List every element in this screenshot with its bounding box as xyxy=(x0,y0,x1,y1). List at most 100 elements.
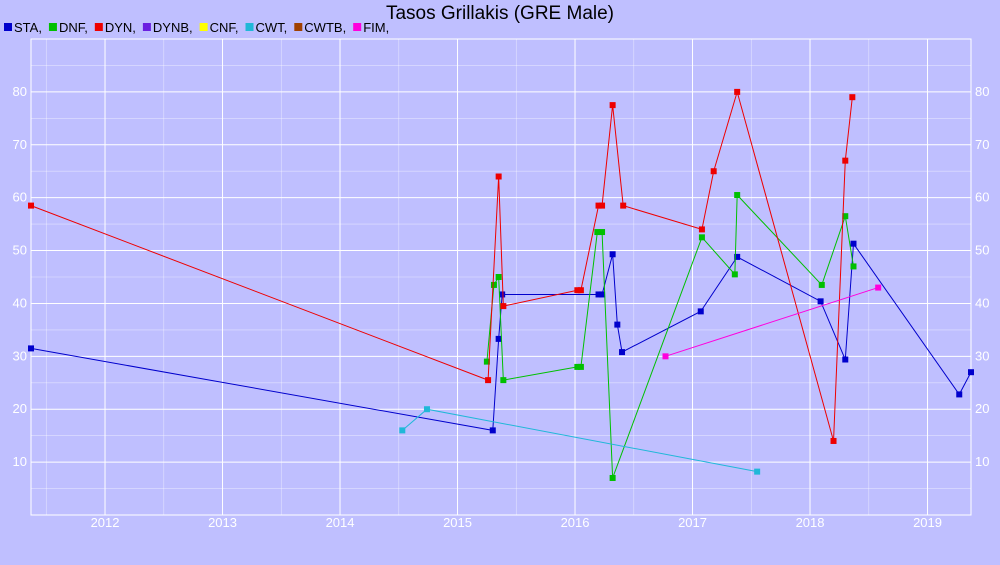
series-line xyxy=(30,90,853,442)
data-point xyxy=(495,274,502,280)
legend-swatch xyxy=(353,23,362,31)
x-tick-label: 2018 xyxy=(796,515,825,530)
data-point xyxy=(595,291,602,298)
data-point xyxy=(754,468,761,475)
x-tick-label: 2014 xyxy=(326,515,355,530)
y-tick-label-left: 10 xyxy=(13,454,27,469)
y-tick-label-left: 70 xyxy=(13,137,27,152)
x-tick-label: 2019 xyxy=(913,515,942,530)
x-tick-label: 2017 xyxy=(678,515,707,530)
series-dyn xyxy=(28,88,856,444)
data-point xyxy=(599,202,606,209)
data-point xyxy=(594,229,601,236)
data-point xyxy=(710,168,717,175)
data-point xyxy=(609,102,616,109)
legend-swatch xyxy=(94,23,103,31)
y-tick-label-left: 20 xyxy=(13,401,27,416)
legend-label: CNF, xyxy=(210,20,239,35)
data-point xyxy=(849,94,856,101)
x-tick-label: 2016 xyxy=(561,515,590,530)
legend-item: DNF, xyxy=(48,20,88,35)
legend-label: DYNB, xyxy=(153,20,193,35)
data-point xyxy=(698,226,705,233)
axes: 2012 2013 2014 2015 2016 2017 2018 2019 10 10 20 20… xyxy=(13,84,990,530)
legend-item: DYN, xyxy=(94,20,136,35)
data-point xyxy=(577,363,584,370)
data-point xyxy=(818,281,825,288)
data-point xyxy=(609,474,616,481)
legend-item: STA, xyxy=(4,20,42,35)
y-tick-label-right: 10 xyxy=(975,454,989,469)
legend-swatch xyxy=(199,23,208,31)
data-point xyxy=(968,369,974,376)
legend-label: FIM, xyxy=(363,20,389,35)
y-tick-label-left: 40 xyxy=(13,295,27,310)
data-point xyxy=(817,298,824,305)
data-point xyxy=(734,88,741,95)
legend-label: DNF, xyxy=(59,20,88,35)
data-point xyxy=(842,213,849,220)
legend: STA, DNF, DYN, DYNB, CNF, CWT, CWTB, FIM, xyxy=(4,20,389,35)
legend-item: CNF, xyxy=(199,20,239,35)
data-point xyxy=(495,335,502,342)
legend-swatch xyxy=(48,23,57,31)
x-tick-label: 2013 xyxy=(208,515,237,530)
data-point xyxy=(485,377,492,384)
legend-swatch xyxy=(294,23,303,31)
data-point xyxy=(614,321,621,328)
y-tick-label-right: 20 xyxy=(975,401,989,416)
data-point xyxy=(500,377,507,384)
legend-item: DYNB, xyxy=(142,20,193,35)
data-point xyxy=(662,353,669,360)
data-point xyxy=(599,291,606,298)
y-tick-label-left: 80 xyxy=(13,84,27,99)
y-tick-label-left: 30 xyxy=(13,348,27,363)
data-point xyxy=(734,253,741,260)
data-point xyxy=(850,263,857,270)
y-tick-label-left: 50 xyxy=(13,243,27,258)
data-point xyxy=(28,202,34,209)
legend-label: DYN, xyxy=(105,20,136,35)
legend-swatch xyxy=(4,23,12,31)
data-point xyxy=(734,192,741,199)
data-point xyxy=(830,437,837,444)
data-point xyxy=(574,363,581,370)
legend-item: CWTB, xyxy=(294,20,346,35)
y-tick-label-right: 30 xyxy=(975,348,989,363)
y-tick-label-right: 80 xyxy=(975,84,989,99)
legend-label: CWT, xyxy=(256,20,288,35)
series-cwt xyxy=(399,406,761,475)
data-point xyxy=(731,271,738,278)
series-line xyxy=(665,287,879,357)
data-point xyxy=(574,287,581,294)
data-point xyxy=(495,173,502,180)
data-point xyxy=(875,284,882,291)
legend-item: CWT, xyxy=(245,20,288,35)
data-point xyxy=(499,291,506,298)
data-point xyxy=(698,234,705,241)
data-point xyxy=(500,303,507,310)
data-point xyxy=(850,240,857,247)
data-point xyxy=(490,281,497,288)
y-tick-label-left: 60 xyxy=(13,190,27,205)
data-point xyxy=(842,356,849,363)
legend-swatch xyxy=(142,23,151,31)
data-point xyxy=(399,427,406,434)
data-point xyxy=(620,202,627,209)
data-point xyxy=(619,349,626,356)
data-point xyxy=(423,406,430,413)
legend-swatch xyxy=(245,23,254,31)
legend-label: CWTB, xyxy=(304,20,346,35)
series-dnf xyxy=(483,192,857,481)
x-tick-label: 2015 xyxy=(443,515,472,530)
y-tick-label-right: 70 xyxy=(975,137,989,152)
chart-title: Tasos Grillakis (GRE Male) xyxy=(386,3,614,24)
y-tick-label-right: 50 xyxy=(975,243,989,258)
data-point xyxy=(599,229,606,236)
data-point xyxy=(577,287,584,294)
y-tick-label-right: 60 xyxy=(975,190,989,205)
series-fim xyxy=(662,284,882,360)
y-tick-label-right: 40 xyxy=(975,295,989,310)
data-point xyxy=(956,391,963,398)
